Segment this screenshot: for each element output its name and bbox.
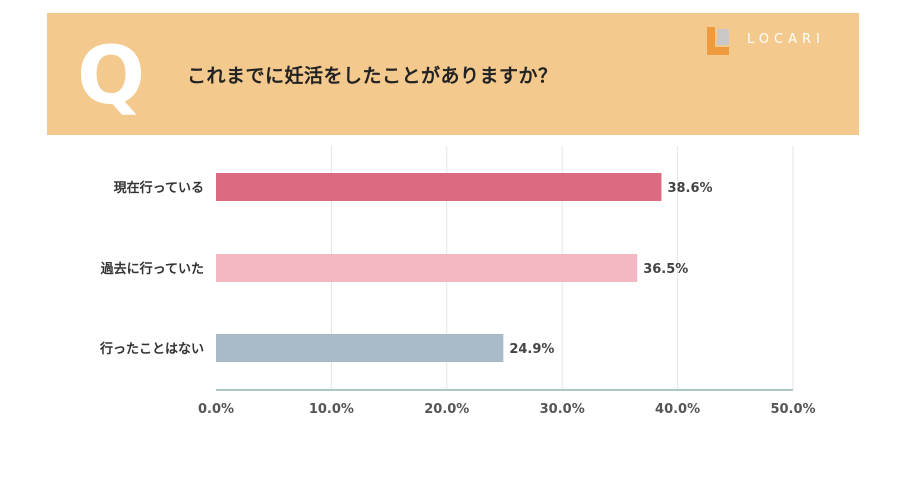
category-label: 過去に行っていた	[100, 261, 204, 277]
value-label: 38.6%	[667, 181, 712, 196]
value-label: 36.5%	[643, 262, 688, 277]
x-tick-label: 50.0%	[770, 402, 815, 417]
category-label: 現在行っている	[114, 180, 204, 196]
x-tick-label: 20.0%	[424, 402, 469, 417]
bar	[216, 254, 638, 282]
question-text: これまでに妊活をしたことがありますか？	[187, 65, 558, 87]
x-tick-label: 0.0%	[198, 402, 234, 417]
locari-logo-icon	[707, 27, 729, 55]
q-letter: Q	[77, 39, 145, 115]
category-label: 行ったことはない	[99, 341, 204, 357]
bar	[216, 173, 662, 201]
question-banner: Q これまでに妊活をしたことがありますか？ LOCARI	[47, 13, 859, 135]
x-tick-label: 30.0%	[540, 402, 585, 417]
bar	[216, 334, 504, 362]
x-tick-label: 10.0%	[309, 402, 354, 417]
brand-name: LOCARI	[747, 32, 825, 47]
x-tick-label: 40.0%	[655, 402, 700, 417]
q-mark-icon: Q	[77, 39, 145, 115]
value-label: 24.9%	[509, 342, 554, 357]
